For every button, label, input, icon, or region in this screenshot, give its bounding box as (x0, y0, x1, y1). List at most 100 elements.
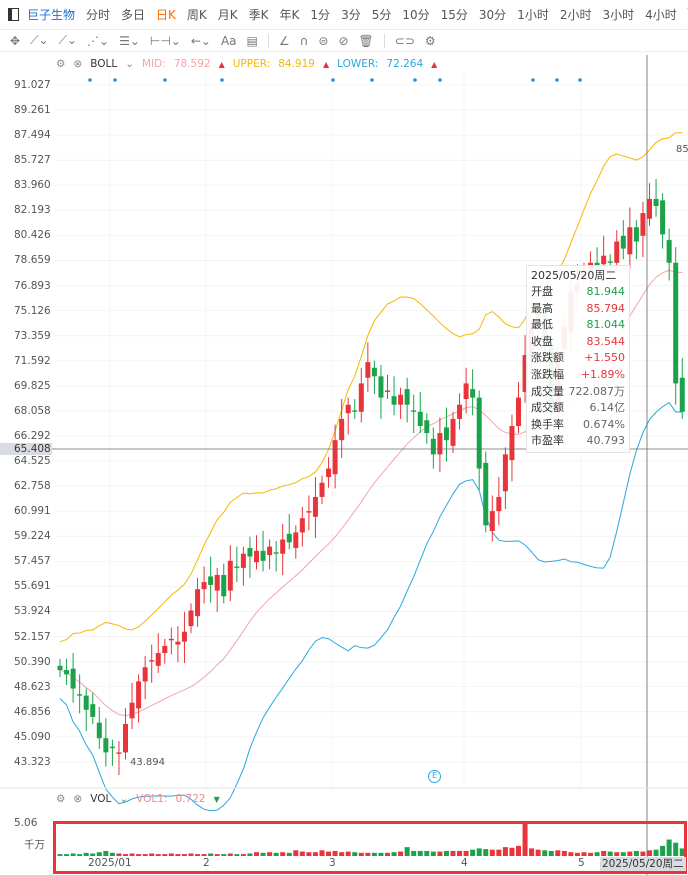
settings-icon[interactable]: ⚙ (56, 58, 66, 70)
magnet-icon[interactable]: ∩ (299, 33, 309, 48)
volume-bar (365, 852, 371, 856)
candle-body (326, 468, 332, 478)
volume-bar (168, 853, 174, 856)
hide-icon[interactable]: ⊘ (338, 33, 349, 48)
chevron-down-icon[interactable]: ⌄ (119, 793, 129, 805)
volume-bar (535, 849, 541, 856)
candle-body (299, 518, 305, 533)
period-tab[interactable]: 季K (248, 8, 269, 22)
note-icon[interactable]: ▤ (246, 33, 258, 48)
period-tab[interactable]: 3小时 (602, 8, 635, 22)
indicator-name[interactable]: BOLL (90, 58, 118, 70)
period-tab[interactable]: 年K (279, 8, 300, 22)
candle-body (470, 389, 476, 398)
candle-body (96, 722, 102, 739)
period-tab[interactable]: 周K (186, 8, 207, 22)
price-tick: 66.292 (14, 429, 51, 442)
candle-body (201, 582, 207, 590)
delete-icon[interactable]: 🗑 (358, 33, 374, 48)
price-tick: 76.893 (14, 279, 51, 292)
tooltip-key: 涨跌额 (531, 351, 564, 365)
period-tab[interactable]: 分时 (86, 8, 111, 22)
candle-body (306, 511, 312, 513)
volume-bar (221, 854, 227, 856)
tooltip-row: 涨跌额 +1.550 (531, 350, 625, 367)
price-tick: 73.359 (14, 329, 51, 342)
volume-bar (247, 853, 253, 856)
vol1-value: 0.722 (175, 793, 206, 805)
candle-body (509, 425, 515, 461)
candle-body (77, 694, 83, 696)
down-arrow-icon: ▼ (213, 794, 220, 804)
event-icon[interactable]: E (428, 770, 441, 783)
chevron-down-icon[interactable]: ⌄ (125, 58, 135, 70)
close-icon[interactable]: ⊗ (73, 58, 83, 70)
candle-body (83, 695, 89, 710)
volume-bar (208, 853, 214, 856)
period-tab[interactable]: 5分 (371, 8, 392, 22)
volume-bar (620, 852, 626, 856)
volume-bar (640, 851, 646, 856)
move-icon[interactable]: ✥ (10, 33, 21, 48)
volume-bar (614, 852, 620, 856)
volume-bar (339, 852, 345, 856)
link-icon[interactable]: ⊂⊃ (394, 33, 415, 48)
volume-bar (647, 850, 652, 856)
close-icon[interactable]: ⊗ (73, 793, 83, 805)
volume-bar (319, 850, 325, 856)
tooltip-row: 收盘 83.544 (531, 334, 625, 351)
text-icon[interactable]: Aa (220, 33, 237, 48)
high-marker: 85 (676, 144, 688, 155)
period-tab[interactable]: 1小时 (517, 8, 549, 22)
tooltip-date: 2025/05/20周二 (531, 269, 617, 282)
period-tab[interactable]: 2小时 (559, 8, 592, 22)
vol-unit-label: 千万 (24, 839, 45, 851)
period-tab[interactable]: 10分 (402, 8, 430, 22)
tooltip-value: +1.550 (584, 351, 625, 365)
candle-body (234, 566, 240, 568)
volume-bar (601, 850, 607, 856)
candle-body (208, 576, 214, 585)
eye-icon[interactable]: ⊜ (318, 33, 329, 48)
stock-name[interactable]: 巨子生物 (27, 8, 76, 22)
time-tick: 4 (461, 857, 468, 869)
volume-bar (162, 854, 168, 856)
crosshair-date-label: 2025/05/20周二 (600, 857, 686, 871)
angle-icon[interactable]: ∠ (278, 33, 290, 48)
period-tab[interactable]: 多日 (121, 8, 146, 22)
ray-icon[interactable]: ⟋⌄ (58, 33, 77, 47)
indicator-name[interactable]: VOL (90, 793, 112, 805)
volume-bar (404, 847, 410, 856)
candle-body (162, 645, 168, 654)
fib-icon[interactable]: ☰⌄ (119, 33, 140, 48)
period-tab[interactable]: 日K (156, 8, 176, 22)
arrow-icon[interactable]: ←⌄ (190, 33, 211, 48)
volume-bar (188, 853, 194, 856)
sidebar-toggle-icon[interactable] (8, 8, 19, 21)
candle-body (430, 438, 436, 455)
volume-bar (57, 854, 63, 856)
wave-icon[interactable]: ⋰⌄ (87, 33, 110, 48)
volume-bar (463, 850, 469, 856)
candle-body (332, 440, 338, 475)
settings-icon[interactable]: ⚙ (56, 793, 66, 805)
line-icon[interactable]: ⟋⌄ (30, 33, 49, 47)
measure-icon[interactable]: ⊢⊣⌄ (149, 33, 181, 48)
volume-bar (260, 852, 266, 856)
period-tab[interactable]: 月K (217, 8, 238, 22)
candle-body (286, 533, 292, 543)
period-tab[interactable]: 1分 (310, 8, 331, 22)
period-tab[interactable]: 30分 (478, 8, 507, 22)
volume-bar (358, 852, 364, 856)
candle-tooltip: 2025/05/20周二 开盘 81.944 最高 85.794 最低 81.044 收盘 8… (526, 265, 630, 453)
candle-body (385, 390, 390, 392)
tooltip-key: 成交额 (531, 401, 564, 415)
period-tab[interactable]: 4小时 (645, 8, 677, 22)
tooltip-row: 最低 81.044 (531, 317, 625, 334)
candle-body (312, 496, 318, 517)
period-tab[interactable]: 15分 (440, 8, 468, 22)
candle-body (627, 227, 633, 255)
period-tab[interactable]: 3分 (341, 8, 361, 22)
settings-icon[interactable]: ⚙ (424, 33, 436, 48)
upper-value: 84.919 (278, 58, 315, 70)
